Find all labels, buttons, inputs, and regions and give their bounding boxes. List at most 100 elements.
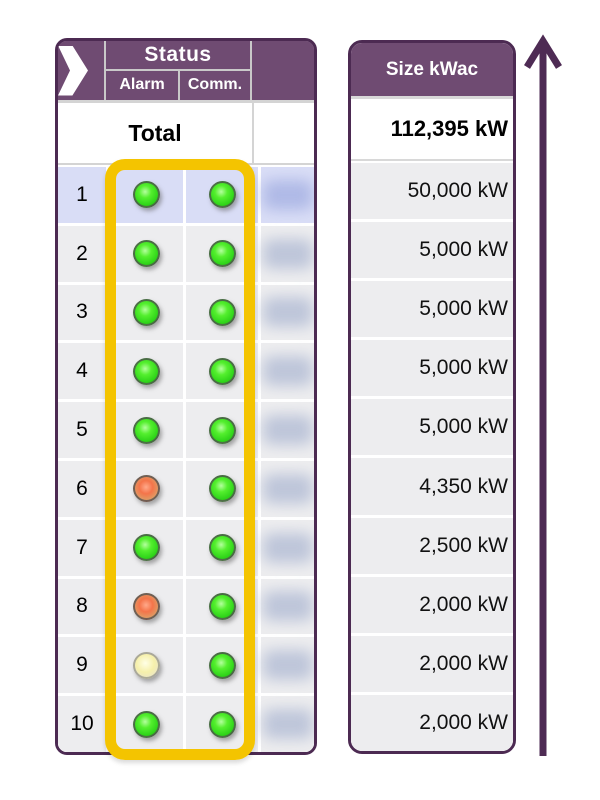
status-row[interactable]: 4 xyxy=(58,343,314,400)
size-kwac-column-header[interactable]: Size kWac xyxy=(351,43,513,99)
comm-led-cell[interactable] xyxy=(186,343,258,400)
redacted-text-blur xyxy=(262,473,313,504)
site-name-cell-redacted xyxy=(261,637,314,694)
alarm-led-cell[interactable] xyxy=(109,696,183,752)
status-row[interactable]: 2 xyxy=(58,225,314,282)
green-led-icon xyxy=(132,416,160,444)
green-led-icon xyxy=(132,534,160,562)
yellow-led-icon xyxy=(132,651,160,679)
comm-led-cell[interactable] xyxy=(186,167,258,223)
status-column-group-header[interactable]: Status xyxy=(106,41,252,71)
comm-led-cell[interactable] xyxy=(186,284,258,341)
row-number: 9 xyxy=(58,637,106,694)
comm-column-header[interactable]: Comm. xyxy=(180,70,252,100)
green-led-icon xyxy=(208,475,236,503)
comm-led-cell[interactable] xyxy=(186,402,258,458)
row-number-column-header xyxy=(58,41,106,100)
redacted-text-blur xyxy=(262,650,313,681)
size-value-cell: 2,000 kW xyxy=(351,576,513,633)
green-led-icon xyxy=(208,592,236,620)
redacted-text-blur xyxy=(262,179,313,210)
redacted-text-blur xyxy=(262,238,313,269)
status-total-row: Total xyxy=(58,103,314,165)
size-value-cell: 2,500 kW xyxy=(351,517,513,574)
size-value-cell: 5,000 kW xyxy=(351,399,513,456)
chevron-right-icon[interactable] xyxy=(58,45,88,96)
site-name-cell-redacted xyxy=(261,578,314,635)
alarm-led-cell[interactable] xyxy=(109,225,183,282)
size-value-cell: 2,000 kW xyxy=(351,694,513,751)
row-number: 4 xyxy=(58,343,106,400)
row-number: 5 xyxy=(58,402,106,458)
size-value-cell: 5,000 kW xyxy=(351,281,513,338)
green-led-icon xyxy=(208,240,236,268)
row-number: 1 xyxy=(58,167,106,223)
green-led-icon xyxy=(132,357,160,385)
status-row[interactable]: 3 xyxy=(58,284,314,341)
row-number: 3 xyxy=(58,284,106,341)
site-name-cell-redacted xyxy=(261,167,314,223)
total-label: Total xyxy=(128,119,182,146)
size-value-cell: 2,000 kW xyxy=(351,635,513,692)
redacted-text-blur xyxy=(262,709,313,740)
alarm-led-cell[interactable] xyxy=(109,519,183,576)
alarm-led-cell[interactable] xyxy=(109,578,183,635)
status-rows-container: 1 2 3 4 5 6 7 8 9 10 xyxy=(58,165,314,752)
site-name-cell-redacted xyxy=(261,696,314,752)
size-table: Size kWac 112,395 kW 50,000 kW 5,000 kW 5,… xyxy=(348,40,516,754)
green-led-icon xyxy=(132,181,160,209)
alarm-led-cell[interactable] xyxy=(109,343,183,400)
status-row[interactable]: 5 xyxy=(58,402,314,458)
site-name-cell-redacted xyxy=(261,402,314,458)
green-led-icon xyxy=(208,651,236,679)
redacted-text-blur xyxy=(262,532,313,563)
site-name-cell-redacted xyxy=(261,343,314,400)
alarm-led-cell[interactable] xyxy=(109,637,183,694)
redacted-text-blur xyxy=(262,297,313,328)
size-rows-container: 50,000 kW 5,000 kW 5,000 kW 5,000 kW 5,000 k… xyxy=(351,161,513,751)
redacted-text-blur xyxy=(262,415,313,446)
status-row[interactable]: 9 xyxy=(58,637,314,694)
status-row[interactable]: 8 xyxy=(58,578,314,635)
alarm-led-cell[interactable] xyxy=(109,167,183,223)
site-name-cell-redacted xyxy=(261,225,314,282)
row-number: 6 xyxy=(58,460,106,517)
status-row[interactable]: 1 xyxy=(58,167,314,223)
comm-led-cell[interactable] xyxy=(186,519,258,576)
site-name-cell-redacted xyxy=(261,460,314,517)
green-led-icon xyxy=(132,298,160,326)
redacted-text-blur xyxy=(262,356,313,387)
comm-led-cell[interactable] xyxy=(186,460,258,517)
alarm-led-cell[interactable] xyxy=(109,460,183,517)
alarm-led-cell[interactable] xyxy=(109,402,183,458)
row-number: 2 xyxy=(58,225,106,282)
size-value-cell: 5,000 kW xyxy=(351,222,513,279)
site-name-cell-redacted xyxy=(261,519,314,576)
comm-led-cell[interactable] xyxy=(186,637,258,694)
comm-led-cell[interactable] xyxy=(186,225,258,282)
green-led-icon xyxy=(208,534,236,562)
comm-led-cell[interactable] xyxy=(186,578,258,635)
status-row[interactable]: 10 xyxy=(58,696,314,752)
size-value-cell: 50,000 kW xyxy=(351,163,513,220)
status-row[interactable]: 6 xyxy=(58,460,314,517)
row-number: 8 xyxy=(58,578,106,635)
green-led-icon xyxy=(208,181,236,209)
green-led-icon xyxy=(208,298,236,326)
status-table-header: Status Alarm Comm. xyxy=(58,41,314,103)
site-name-column-header xyxy=(252,41,314,100)
status-table: Status Alarm Comm. Total 1 2 3 4 5 6 7 8 9 10 xyxy=(55,38,317,755)
site-name-cell-redacted xyxy=(261,284,314,341)
alarm-led-cell[interactable] xyxy=(109,284,183,341)
orange-led-icon xyxy=(132,592,160,620)
row-number: 10 xyxy=(58,696,106,752)
total-name-cell xyxy=(252,103,314,163)
green-led-icon xyxy=(208,710,236,738)
green-led-icon xyxy=(132,710,160,738)
size-total-value: 112,395 kW xyxy=(351,99,513,161)
orange-led-icon xyxy=(132,475,160,503)
alarm-column-header[interactable]: Alarm xyxy=(106,70,180,100)
comm-led-cell[interactable] xyxy=(186,696,258,752)
status-row[interactable]: 7 xyxy=(58,519,314,576)
green-led-icon xyxy=(208,357,236,385)
